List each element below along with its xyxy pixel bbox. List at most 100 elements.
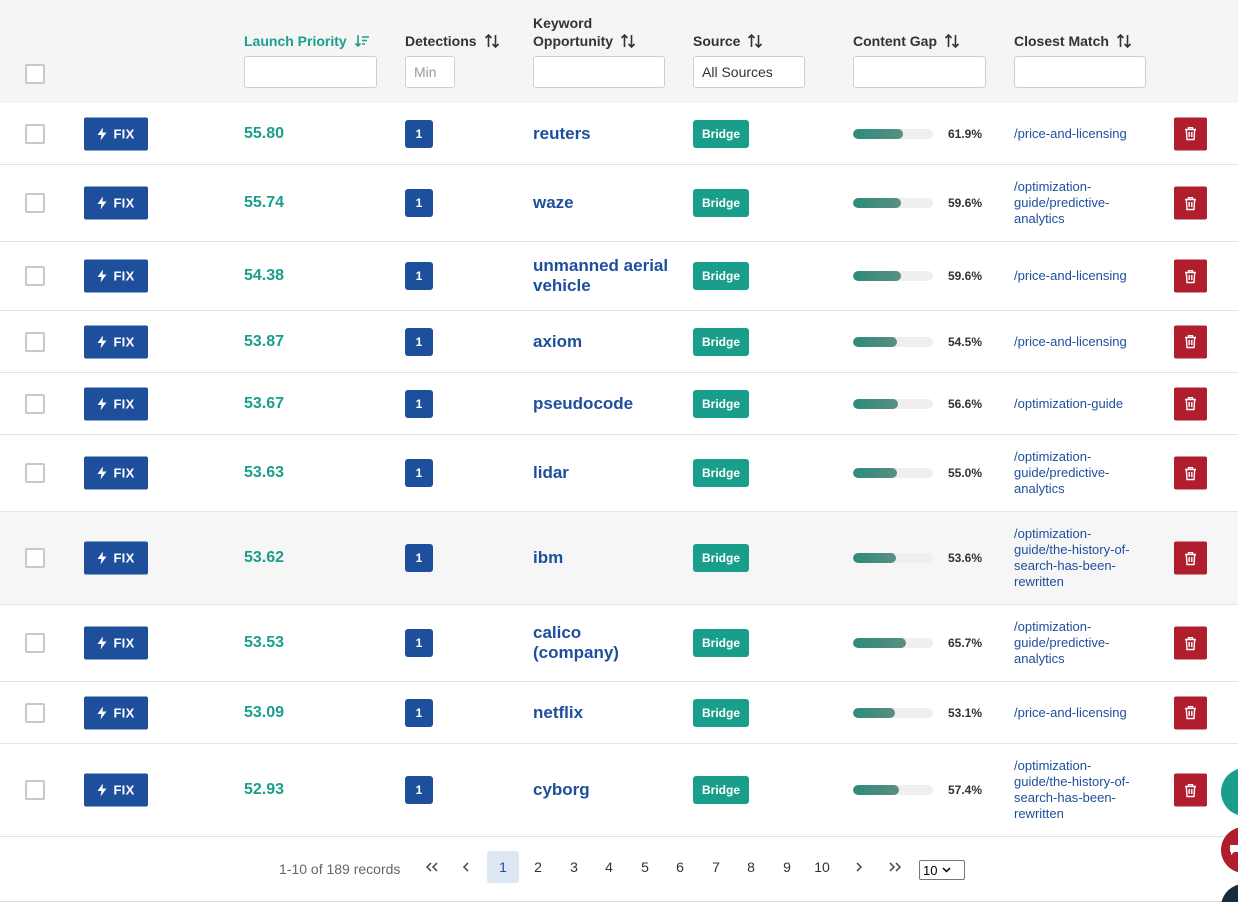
row-checkbox[interactable] [25, 393, 45, 414]
page-button-2[interactable]: 2 [534, 859, 542, 875]
page-button-4[interactable]: 4 [605, 859, 613, 875]
header-launch-priority[interactable]: Launch Priority [244, 32, 370, 50]
fix-button[interactable]: FIX [84, 117, 148, 150]
row-checkbox[interactable] [25, 123, 45, 144]
delete-button[interactable] [1174, 259, 1207, 293]
select-all-checkbox[interactable] [25, 64, 45, 84]
closest-match-link[interactable]: /optimization-guide/the-history-of-searc… [1014, 526, 1130, 589]
lightning-icon [97, 466, 107, 480]
next-page-button[interactable] [851, 851, 867, 883]
trash-icon [1185, 551, 1196, 565]
delete-button[interactable] [1174, 541, 1207, 575]
keyword-link[interactable]: waze [533, 193, 574, 212]
page-button-6[interactable]: 6 [676, 859, 684, 875]
page-size-select[interactable]: 10 [919, 860, 965, 880]
closest-match-link[interactable]: /optimization-guide [1014, 395, 1124, 411]
keyword-link[interactable]: calico (company) [533, 623, 619, 662]
row-checkbox[interactable] [25, 266, 45, 286]
delete-button[interactable] [1174, 186, 1207, 220]
header-detections[interactable]: Detections [405, 32, 500, 50]
fix-button[interactable]: FIX [84, 696, 148, 729]
row-checkbox[interactable] [25, 702, 45, 723]
source-select[interactable]: All Sources [693, 56, 805, 88]
delete-button[interactable] [1174, 325, 1207, 358]
closest-match-link[interactable]: /optimization-guide/predictive-analytics [1014, 179, 1110, 226]
content-gap-percent: 54.5% [948, 334, 983, 349]
source-badge: Bridge [693, 544, 749, 572]
keyword-link[interactable]: axiom [533, 331, 583, 351]
page-button-10[interactable]: 10 [814, 859, 830, 875]
closest-match-filter[interactable] [1014, 56, 1146, 88]
keyword-link[interactable]: unmanned aerial vehicle [533, 256, 669, 295]
last-page-button[interactable] [885, 851, 905, 883]
keyword-link[interactable]: reuters [533, 123, 591, 143]
content-gap-percent: 53.1% [948, 705, 983, 720]
fix-button[interactable]: FIX [84, 186, 148, 220]
header-keyword-opportunity[interactable]: Keyword Opportunity [533, 14, 636, 50]
row-checkbox[interactable] [25, 633, 45, 653]
closest-match-link[interactable]: /optimization-guide/predictive-analytics [1014, 449, 1110, 496]
delete-button[interactable] [1174, 773, 1207, 807]
floating-action-button[interactable] [1221, 768, 1238, 816]
trash-icon [1185, 127, 1196, 141]
keyword-link[interactable]: lidar [533, 463, 569, 482]
launch-priority-value: 53.67 [244, 394, 285, 412]
fix-button[interactable]: FIX [84, 773, 148, 807]
header-closest-match[interactable]: Closest Match [1014, 32, 1132, 50]
delete-button[interactable] [1174, 117, 1207, 150]
closest-match-link[interactable]: /optimization-guide/the-history-of-searc… [1014, 758, 1130, 821]
first-page-button[interactable] [422, 851, 442, 883]
page-button-8[interactable]: 8 [747, 859, 755, 875]
row-checkbox[interactable] [25, 548, 45, 568]
fix-button[interactable]: FIX [84, 541, 148, 575]
page-button-1[interactable]: 1 [487, 851, 519, 883]
source-badge: Bridge [693, 327, 749, 356]
prev-page-button[interactable] [458, 851, 474, 883]
table-row: FIX 53.87 1 axiom Bridge 54.5% /price-an… [0, 311, 1238, 373]
delete-button[interactable] [1174, 696, 1207, 729]
page-button-9[interactable]: 9 [783, 859, 791, 875]
page-button-7[interactable]: 7 [712, 859, 720, 875]
fix-button[interactable]: FIX [84, 259, 148, 293]
keyword-link[interactable]: cyborg [533, 780, 590, 799]
fix-button[interactable]: FIX [84, 387, 148, 420]
closest-match-link[interactable]: /price-and-licensing [1014, 125, 1127, 141]
closest-match-link[interactable]: /price-and-licensing [1014, 268, 1127, 283]
trash-icon [1185, 269, 1196, 283]
lightning-icon [97, 196, 107, 210]
lightning-icon [97, 636, 107, 650]
row-checkbox[interactable] [25, 193, 45, 213]
source-badge: Bridge [693, 459, 749, 487]
content-gap-bar [853, 271, 933, 281]
keyword-link[interactable]: pseudocode [533, 393, 634, 413]
header-source[interactable]: Source [693, 32, 763, 50]
keyword-link[interactable]: netflix [533, 702, 584, 722]
closest-match-link[interactable]: /optimization-guide/predictive-analytics [1014, 619, 1110, 666]
page-button-5[interactable]: 5 [641, 859, 649, 875]
launch-priority-value: 52.93 [244, 781, 285, 798]
page-button-3[interactable]: 3 [570, 859, 578, 875]
delete-button[interactable] [1174, 387, 1207, 420]
keyword-link[interactable]: ibm [533, 548, 564, 567]
chat-button[interactable] [1221, 827, 1238, 873]
detections-min-filter[interactable] [405, 56, 455, 88]
content-gap-filter[interactable] [853, 56, 986, 88]
delete-button[interactable] [1174, 456, 1207, 490]
header-content-gap[interactable]: Content Gap [853, 32, 960, 50]
fix-button[interactable]: FIX [84, 456, 148, 490]
row-checkbox[interactable] [25, 780, 45, 800]
trash-icon [1185, 196, 1196, 210]
content-gap-percent: 55.0% [948, 466, 983, 480]
closest-match-link[interactable]: /price-and-licensing [1014, 704, 1127, 720]
fix-button[interactable]: FIX [84, 325, 148, 358]
content-gap-percent: 53.6% [948, 551, 983, 565]
delete-button[interactable] [1174, 626, 1207, 660]
fix-button[interactable]: FIX [84, 626, 148, 660]
row-checkbox[interactable] [25, 463, 45, 483]
launch-priority-filter[interactable] [244, 56, 377, 88]
content-gap-bar [853, 553, 933, 563]
keyword-filter[interactable] [533, 56, 665, 88]
row-checkbox[interactable] [25, 331, 45, 352]
closest-match-link[interactable]: /price-and-licensing [1014, 333, 1127, 349]
